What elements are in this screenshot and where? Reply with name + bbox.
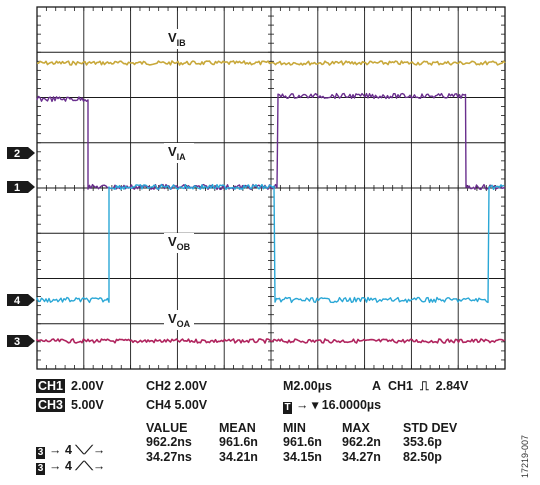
meas-row-2-stddev: 82.50p [403, 450, 442, 464]
waveform-labels: VIB VIA VOB VOA [164, 29, 194, 330]
meas-row-2-value: 34.27ns [146, 450, 192, 464]
settings-ch1: CH1 2.00V [36, 379, 104, 393]
figure-id: 17219-007 [520, 434, 530, 478]
ch1-badge: CH1 [36, 379, 66, 393]
channel-marker-label: 4 [14, 295, 21, 307]
meas-row-1-value: 962.2ns [146, 435, 192, 449]
trace-ch4-vob [36, 183, 505, 304]
meas-row-2-min: 34.15n [283, 450, 322, 464]
label-vob: VOB [168, 234, 191, 252]
channel-3-marker: 3 [7, 335, 35, 348]
channel-1-marker: 1 [7, 181, 35, 194]
settings-ch3: CH3 5.00V [36, 398, 104, 412]
meas-row-2-source: 3 → 4 ⟋⟍→ [36, 459, 106, 475]
meas-row-1-min: 961.6n [283, 435, 322, 449]
label-via-bg [164, 143, 194, 163]
label-vib: VIB [168, 30, 186, 48]
channel-marker-label: 1 [14, 182, 20, 194]
waveform-traces [36, 60, 506, 344]
ch3-badge: CH3 [36, 398, 66, 412]
settings-ch4: CH4 5.00V [146, 398, 208, 412]
label-voa-bg [164, 310, 194, 330]
trigger-marker-icon: T [283, 402, 292, 414]
channel-marker-label: 2 [14, 148, 20, 160]
pulse-edge-icon: ⟋⟍→ [75, 459, 106, 473]
label-voa: VOA [168, 311, 191, 329]
channel-markers: 2 1 4 3 [7, 147, 35, 348]
meas-header-stddev: STD DEV [403, 421, 458, 435]
ch1-scale: 2.00V [71, 379, 104, 393]
meas-header-mean: MEAN [219, 421, 256, 435]
channel-2-marker: 2 [7, 147, 35, 160]
meas-header-max: MAX [342, 421, 370, 435]
channel-4-marker: 4 [7, 294, 35, 307]
label-vob-bg [164, 233, 194, 253]
timebase-readout: M2.00µs [283, 379, 332, 393]
label-vib-bg [164, 29, 194, 49]
channel-marker-arrow [7, 181, 35, 193]
channel-marker-arrow [7, 294, 35, 306]
falling-edge-icon: ⟍⟋→ [75, 443, 106, 457]
meas-header-min: MIN [283, 421, 306, 435]
ch3-scale: 5.00V [71, 398, 104, 412]
meas-row-1-stddev: 353.6p [403, 435, 442, 449]
channel-marker-label: 3 [14, 336, 20, 348]
settings-ch2: CH2 2.00V [146, 379, 208, 393]
oscilloscope-display: 2 1 4 3 VIB VIA VOB VOA [7, 6, 506, 370]
meas-row-1-mean: 961.6n [219, 435, 258, 449]
meas-row-2-mean: 34.21n [219, 450, 258, 464]
meas-row-1-source: 3 → 4 ⟍⟋→ [36, 443, 106, 459]
label-via: VIA [168, 144, 186, 162]
meas-row-2-max: 34.27n [342, 450, 381, 464]
trace-ch3-voa [36, 338, 506, 344]
trigger-readout: A CH1 ⎍ 2.84V [372, 379, 469, 393]
meas-header-value: VALUE [146, 421, 188, 435]
channel-marker-arrow [7, 147, 35, 159]
channel-marker-arrow [7, 335, 35, 347]
rising-edge-icon: ⎍ [419, 379, 429, 393]
trace-ch2-vib [36, 60, 506, 66]
meas-row-1-max: 962.2n [342, 435, 381, 449]
trigger-position: T → ▾ 16.0000µs [283, 398, 382, 414]
